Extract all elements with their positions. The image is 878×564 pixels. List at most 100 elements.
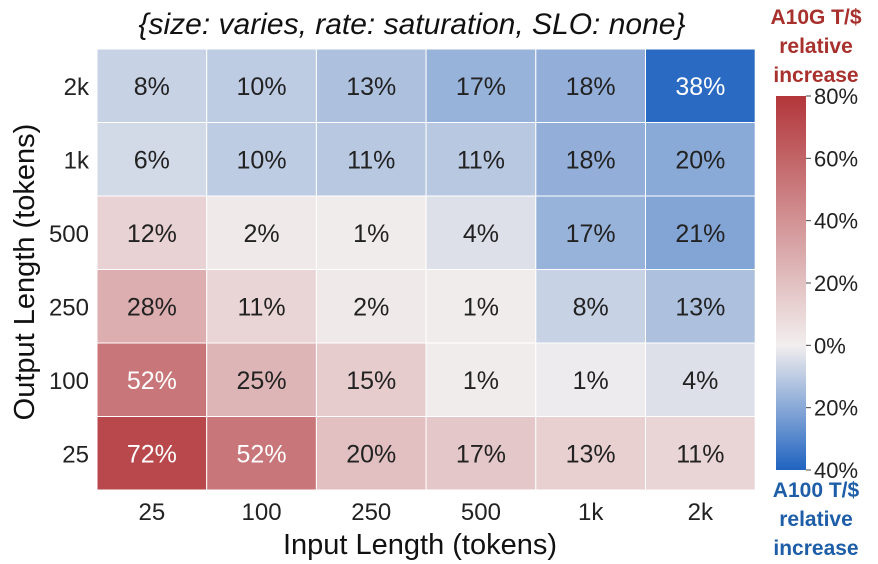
heatmap-cell-label: 72% bbox=[127, 440, 177, 468]
x-tick-label: 1k bbox=[578, 499, 604, 526]
heatmap-cell bbox=[96, 342, 208, 417]
heatmap-cell-label: 17% bbox=[566, 220, 616, 248]
heatmap-cell-label: 6% bbox=[134, 146, 170, 174]
heatmap-cell bbox=[315, 48, 427, 123]
colorbar-top-label-line2: relative bbox=[779, 35, 853, 58]
heatmap-cell-label: 1% bbox=[463, 293, 499, 321]
heatmap-cell bbox=[645, 195, 756, 270]
heatmap-cell-label: 28% bbox=[127, 293, 177, 321]
x-tick-label: 25 bbox=[138, 499, 165, 526]
heatmap-cell-label: 20% bbox=[346, 440, 396, 468]
colorbar-tick-label: 0% bbox=[814, 333, 846, 358]
x-tick-labels: 25 100 250 500 1k 2k bbox=[138, 499, 714, 526]
y-tick-label: 500 bbox=[49, 221, 89, 248]
heatmap-cell-label: 4% bbox=[463, 220, 499, 248]
colorbar-ticks: 80% 60% 40% 20% 0% 20% 40% bbox=[806, 84, 858, 483]
heatmap-cell bbox=[645, 269, 756, 344]
heatmap-cell-label: 1% bbox=[463, 367, 499, 395]
heatmap-cell-label: 11% bbox=[457, 146, 505, 174]
heatmap-cell-label: 13% bbox=[566, 440, 616, 468]
y-tick-labels: 2k 1k 500 250 100 25 bbox=[49, 74, 90, 469]
heatmap-cell bbox=[206, 269, 317, 344]
heatmap-cell-label: 17% bbox=[456, 440, 506, 468]
heatmap-cell bbox=[425, 269, 537, 344]
heatmap-cells: 8% 10% 13% 17% 18% 38% 6% 10% 11% 11% 18% 20% 12% 2% 1… bbox=[96, 48, 756, 491]
heatmap-cell bbox=[315, 269, 427, 344]
x-tick-label: 2k bbox=[688, 499, 714, 526]
x-tick-label: 250 bbox=[351, 499, 391, 526]
colorbar-bottom-label-line3: increase bbox=[773, 537, 858, 560]
colorbar-tick-label: 20% bbox=[814, 396, 858, 421]
heatmap-cell bbox=[645, 416, 756, 491]
heatmap-cell bbox=[206, 195, 317, 270]
colorbar-bottom-label-line2: relative bbox=[779, 508, 853, 531]
heatmap-cell-label: 1% bbox=[573, 367, 609, 395]
heatmap-cell bbox=[645, 342, 756, 417]
heatmap-cell-label: 17% bbox=[456, 73, 506, 101]
heatmap-cell bbox=[645, 122, 756, 197]
x-tick-label: 100 bbox=[242, 499, 282, 526]
colorbar-tick-label: 40% bbox=[814, 458, 858, 483]
x-tick-label: 500 bbox=[461, 499, 501, 526]
y-tick-label: 25 bbox=[62, 441, 89, 468]
heatmap-cell bbox=[96, 416, 208, 491]
y-axis-label: Output Length (tokens) bbox=[9, 124, 41, 421]
colorbar-bottom-label-line1: A100 T/$ bbox=[773, 479, 860, 502]
heatmap-cell-label: 18% bbox=[566, 73, 616, 101]
colorbar-tick-label: 20% bbox=[814, 271, 858, 296]
heatmap-cell bbox=[535, 416, 646, 491]
heatmap-cell-label: 52% bbox=[237, 440, 287, 468]
heatmap-cell bbox=[96, 195, 208, 270]
heatmap-cell-label: 20% bbox=[675, 146, 725, 174]
y-tick-label: 2k bbox=[64, 74, 90, 101]
chart-title: {size: varies, rate: saturation, SLO: no… bbox=[139, 8, 686, 41]
heatmap-cell bbox=[535, 342, 646, 417]
heatmap-cell bbox=[425, 195, 537, 270]
heatmap-cell-label: 52% bbox=[127, 367, 177, 395]
heatmap-cell-label: 2% bbox=[353, 293, 389, 321]
x-axis-label: Input Length (tokens) bbox=[283, 529, 557, 561]
heatmap-cell-label: 10% bbox=[237, 146, 287, 174]
heatmap-cell-label: 11% bbox=[347, 146, 395, 174]
heatmap-cell-label: 13% bbox=[675, 293, 725, 321]
y-tick-label: 250 bbox=[49, 294, 89, 321]
heatmap-cell bbox=[96, 48, 208, 123]
heatmap-cell-label: 8% bbox=[134, 73, 170, 101]
heatmap-cell-label: 13% bbox=[346, 73, 396, 101]
colorbar bbox=[776, 96, 806, 470]
heatmap-cell-label: 38% bbox=[675, 73, 725, 101]
heatmap-cell-label: 18% bbox=[566, 146, 616, 174]
heatmap-cell bbox=[315, 342, 427, 417]
heatmap-cell-label: 8% bbox=[573, 293, 609, 321]
heatmap-cell-label: 11% bbox=[237, 293, 285, 321]
heatmap-cell bbox=[425, 48, 537, 123]
heatmap-cell-label: 10% bbox=[237, 73, 287, 101]
heatmap-cell bbox=[535, 195, 646, 270]
heatmap-cell-label: 15% bbox=[346, 367, 396, 395]
heatmap-cell-label: 1% bbox=[353, 220, 389, 248]
heatmap-cell bbox=[96, 269, 208, 344]
heatmap-cell bbox=[645, 48, 756, 123]
heatmap-cell bbox=[315, 195, 427, 270]
heatmap-cell bbox=[206, 48, 317, 123]
colorbar-top-label-line3: increase bbox=[773, 64, 858, 87]
heatmap-cell bbox=[535, 48, 646, 123]
colorbar-top-label-line1: A10G T/$ bbox=[770, 6, 861, 29]
heatmap-cell bbox=[206, 122, 317, 197]
heatmap-cell bbox=[425, 342, 537, 417]
heatmap-cell-label: 11% bbox=[676, 440, 724, 468]
heatmap-cell bbox=[425, 122, 537, 197]
colorbar-tick-label: 80% bbox=[814, 84, 858, 109]
heatmap-cell-label: 2% bbox=[243, 220, 279, 248]
heatmap-cell-label: 12% bbox=[127, 220, 177, 248]
heatmap-cell bbox=[535, 269, 646, 344]
y-tick-label: 1k bbox=[64, 147, 90, 174]
y-tick-label: 100 bbox=[49, 368, 89, 395]
heatmap-cell bbox=[425, 416, 537, 491]
heatmap-cell-label: 25% bbox=[237, 367, 287, 395]
heatmap-cell-label: 4% bbox=[682, 367, 718, 395]
heatmap-cell-label: 21% bbox=[675, 220, 725, 248]
colorbar-tick-label: 60% bbox=[814, 146, 858, 171]
colorbar-tick-label: 40% bbox=[814, 209, 858, 234]
